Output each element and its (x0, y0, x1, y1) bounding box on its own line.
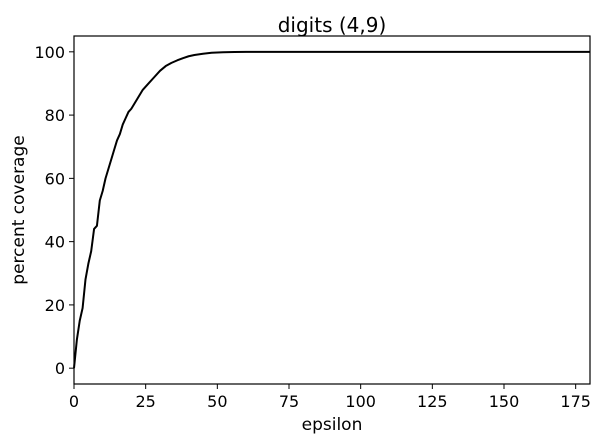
x-tick-label: 150 (489, 392, 520, 411)
plot-area (73, 50, 590, 369)
y-tick-label: 60 (45, 169, 65, 188)
x-tick-label: 125 (417, 392, 448, 411)
x-axis: 0 25 50 75 100 125 150 175 (69, 384, 591, 411)
y-axis: 0 20 40 60 80 100 (34, 43, 74, 378)
y-tick-label: 0 (55, 359, 65, 378)
y-axis-label: percent coverage (9, 135, 29, 284)
x-tick-label: 50 (207, 392, 227, 411)
x-tick-label: 75 (279, 392, 299, 411)
y-tick-label: 40 (45, 233, 65, 252)
x-tick-label: 0 (69, 392, 79, 411)
x-tick-label: 100 (345, 392, 376, 411)
y-tick-label: 80 (45, 106, 65, 125)
x-tick-label: 175 (560, 392, 591, 411)
y-tick-label: 100 (34, 43, 65, 62)
y-tick-label: 20 (45, 296, 65, 315)
x-tick-label: 25 (135, 392, 155, 411)
x-axis-label: epsilon (302, 415, 363, 435)
series-line-0 (73, 50, 590, 369)
chart-title: digits (4,9) (278, 13, 387, 37)
axes-frame (73, 35, 591, 385)
